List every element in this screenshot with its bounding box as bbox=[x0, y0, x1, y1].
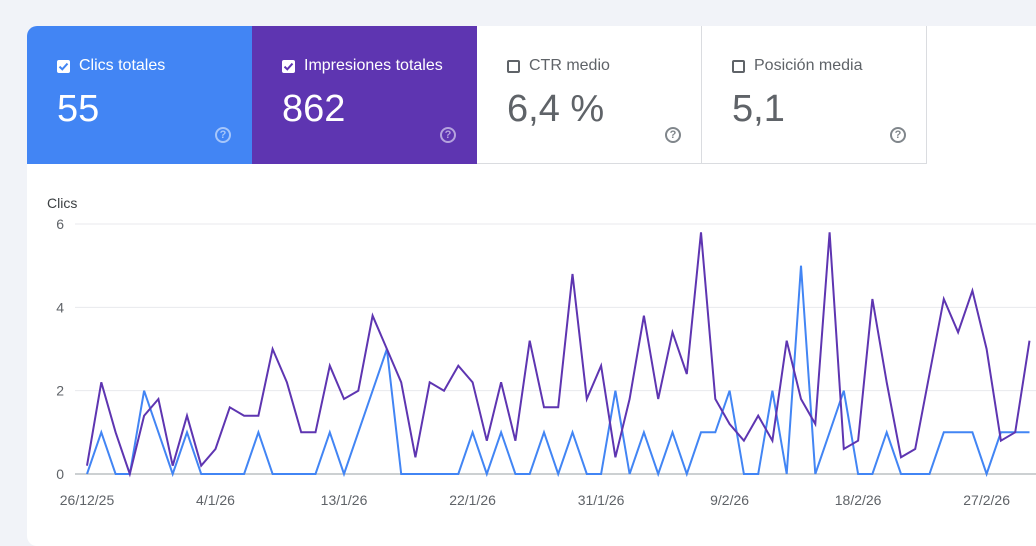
series-line-clicks bbox=[86, 265, 1030, 478]
x-tick-label: 27/2/26 bbox=[963, 492, 1010, 508]
help-icon[interactable]: ? bbox=[215, 127, 231, 143]
metric-label: Impresiones totales bbox=[304, 57, 443, 74]
metric-value: 862 bbox=[282, 88, 346, 130]
x-tick-label: 22/1/26 bbox=[449, 492, 496, 508]
series-lines bbox=[86, 232, 1031, 478]
x-tick-label: 9/2/26 bbox=[710, 492, 749, 508]
y-tick-label: 2 bbox=[56, 383, 64, 399]
metric-tabs: Clics totales 55 ? Impresiones totales 8… bbox=[27, 26, 927, 164]
checkbox-unchecked-icon[interactable] bbox=[732, 59, 745, 73]
metric-value: 6,4 % bbox=[507, 88, 605, 130]
metric-impressions-card[interactable]: Impresiones totales 862 ? bbox=[252, 26, 477, 164]
metric-clicks-card[interactable]: Clics totales 55 ? bbox=[27, 26, 252, 164]
metric-value: 5,1 bbox=[732, 88, 785, 130]
metric-ctr-card[interactable]: CTR medio 6,4 % ? bbox=[477, 26, 702, 164]
metric-label: Clics totales bbox=[79, 57, 166, 74]
grid-lines bbox=[75, 223, 1036, 475]
x-axis-ticks: 26/12/25 4/1/26 13/1/26 22/1/26 31/1/26 9/2/2… bbox=[60, 492, 1010, 508]
checkbox-checked-icon[interactable] bbox=[57, 59, 70, 73]
x-tick-label: 4/1/26 bbox=[196, 492, 235, 508]
metric-value: 55 bbox=[57, 88, 100, 130]
y-axis-ticks: 0 2 4 6 bbox=[56, 216, 64, 482]
metric-label: Posición media bbox=[754, 57, 863, 74]
series-line-impressions bbox=[86, 232, 1031, 478]
y-tick-label: 4 bbox=[56, 299, 64, 315]
metric-position-card[interactable]: Posición media 5,1 ? bbox=[702, 26, 927, 164]
y-axis-label: Clics bbox=[47, 195, 78, 211]
help-icon[interactable]: ? bbox=[665, 127, 681, 143]
checkbox-unchecked-icon[interactable] bbox=[507, 59, 520, 73]
performance-card: 0 2 4 6 26/12/25 4/1/26 13/1/26 22/1/26 31/1/26… bbox=[27, 26, 1036, 546]
x-tick-label: 18/2/26 bbox=[835, 492, 882, 508]
metric-label: CTR medio bbox=[529, 57, 610, 74]
y-tick-label: 0 bbox=[56, 466, 64, 482]
checkbox-checked-icon[interactable] bbox=[282, 59, 295, 73]
x-tick-label: 31/1/26 bbox=[578, 492, 625, 508]
x-tick-label: 13/1/26 bbox=[321, 492, 368, 508]
help-icon[interactable]: ? bbox=[440, 127, 456, 143]
x-tick-label: 26/12/25 bbox=[60, 492, 115, 508]
y-tick-label: 6 bbox=[56, 216, 64, 232]
help-icon[interactable]: ? bbox=[890, 127, 906, 143]
clicks-chart: 0 2 4 6 26/12/25 4/1/26 13/1/26 22/1/26 31/1/26… bbox=[56, 216, 1036, 508]
